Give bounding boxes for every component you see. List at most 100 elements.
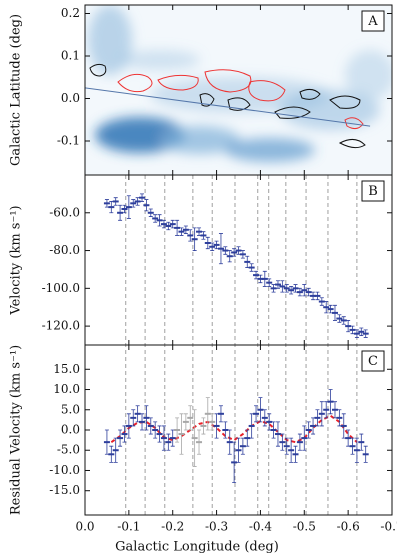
data-point (284, 287, 290, 289)
data-point (183, 229, 189, 231)
data-point (341, 319, 347, 321)
data-point (174, 429, 180, 431)
data-point (139, 197, 145, 199)
data-point (222, 250, 228, 252)
data-point (323, 409, 329, 411)
data-point (157, 219, 163, 221)
data-point (121, 433, 127, 435)
data-point (231, 251, 237, 253)
data-point (165, 441, 171, 443)
data-point (218, 413, 224, 415)
data-point (350, 329, 356, 331)
data-point (358, 441, 364, 443)
data-point (336, 318, 342, 320)
x-tick-label: -0.7 (380, 520, 397, 534)
y-axis-label: Velocity (km s⁻¹) (9, 205, 24, 315)
data-point (108, 206, 114, 208)
panel-label: A (367, 14, 378, 29)
data-point (332, 409, 338, 411)
data-point (275, 433, 281, 435)
data-point (332, 312, 338, 314)
data-point (231, 461, 237, 463)
data-point (196, 231, 202, 233)
data-point (227, 441, 233, 443)
data-point (205, 242, 211, 244)
data-point (113, 200, 119, 202)
data-point (240, 445, 246, 447)
data-point (288, 289, 294, 291)
data-point (161, 437, 167, 439)
data-point (135, 200, 141, 202)
data-point (178, 433, 184, 435)
data-point (306, 429, 312, 431)
data-point (314, 417, 320, 419)
y-tick-label: -0.1 (57, 134, 80, 148)
data-point (209, 421, 215, 423)
y-tick-label: 0.2 (61, 6, 80, 20)
data-point (279, 441, 285, 443)
data-point (126, 206, 132, 208)
y-tick-label: 0.1 (61, 49, 80, 63)
data-point (328, 401, 334, 403)
data-point (130, 202, 136, 204)
data-point (148, 212, 154, 214)
data-point (165, 225, 171, 227)
data-point (157, 433, 163, 435)
data-point (266, 421, 272, 423)
data-point (293, 453, 299, 455)
data-point (104, 202, 110, 204)
data-point (170, 223, 176, 225)
y-tick-label: -5.0 (57, 443, 80, 457)
data-point (222, 429, 228, 431)
panel-label: B (368, 184, 378, 199)
data-point (310, 425, 316, 427)
data-point (266, 282, 272, 284)
data-point (192, 437, 198, 439)
data-point (354, 333, 360, 335)
data-point (297, 441, 303, 443)
data-point (200, 234, 206, 236)
data-point (205, 413, 211, 415)
panel-label: C (368, 354, 378, 369)
data-point (117, 212, 123, 214)
data-point (135, 413, 141, 415)
data-point (284, 445, 290, 447)
data-point (174, 227, 180, 229)
data-point (214, 425, 220, 427)
y-tick-label: 5.0 (61, 402, 80, 416)
y-axis-label: Residual Velocity (km s⁻¹) (9, 345, 24, 515)
data-point (279, 285, 285, 287)
data-point (323, 306, 329, 308)
data-point (227, 255, 233, 257)
data-point (143, 417, 149, 419)
data-point (293, 287, 299, 289)
data-point (288, 449, 294, 451)
data-point (170, 437, 176, 439)
x-axis-label: Galactic Longitude (deg) (115, 540, 279, 555)
data-point (209, 246, 215, 248)
data-point (196, 441, 202, 443)
data-point (148, 425, 154, 427)
data-point (152, 217, 158, 219)
data-point (244, 437, 250, 439)
x-tick-label: -0.4 (249, 520, 273, 534)
data-point (297, 291, 303, 293)
data-point (249, 267, 255, 269)
data-point (363, 453, 369, 455)
data-point (139, 421, 145, 423)
y-tick-label: 15.0 (53, 362, 80, 376)
data-point (113, 449, 119, 451)
data-point (301, 437, 307, 439)
x-tick-label: 0.0 (75, 520, 94, 534)
data-point (108, 453, 114, 455)
data-point (117, 437, 123, 439)
data-point (178, 231, 184, 233)
data-point (328, 308, 334, 310)
data-point (143, 204, 149, 206)
data-point (104, 441, 110, 443)
data-point (319, 301, 325, 303)
model-line (111, 416, 357, 442)
y-tick-label: -10.0 (49, 463, 80, 477)
data-point (187, 417, 193, 419)
y-tick-label: -80.0 (49, 243, 80, 257)
